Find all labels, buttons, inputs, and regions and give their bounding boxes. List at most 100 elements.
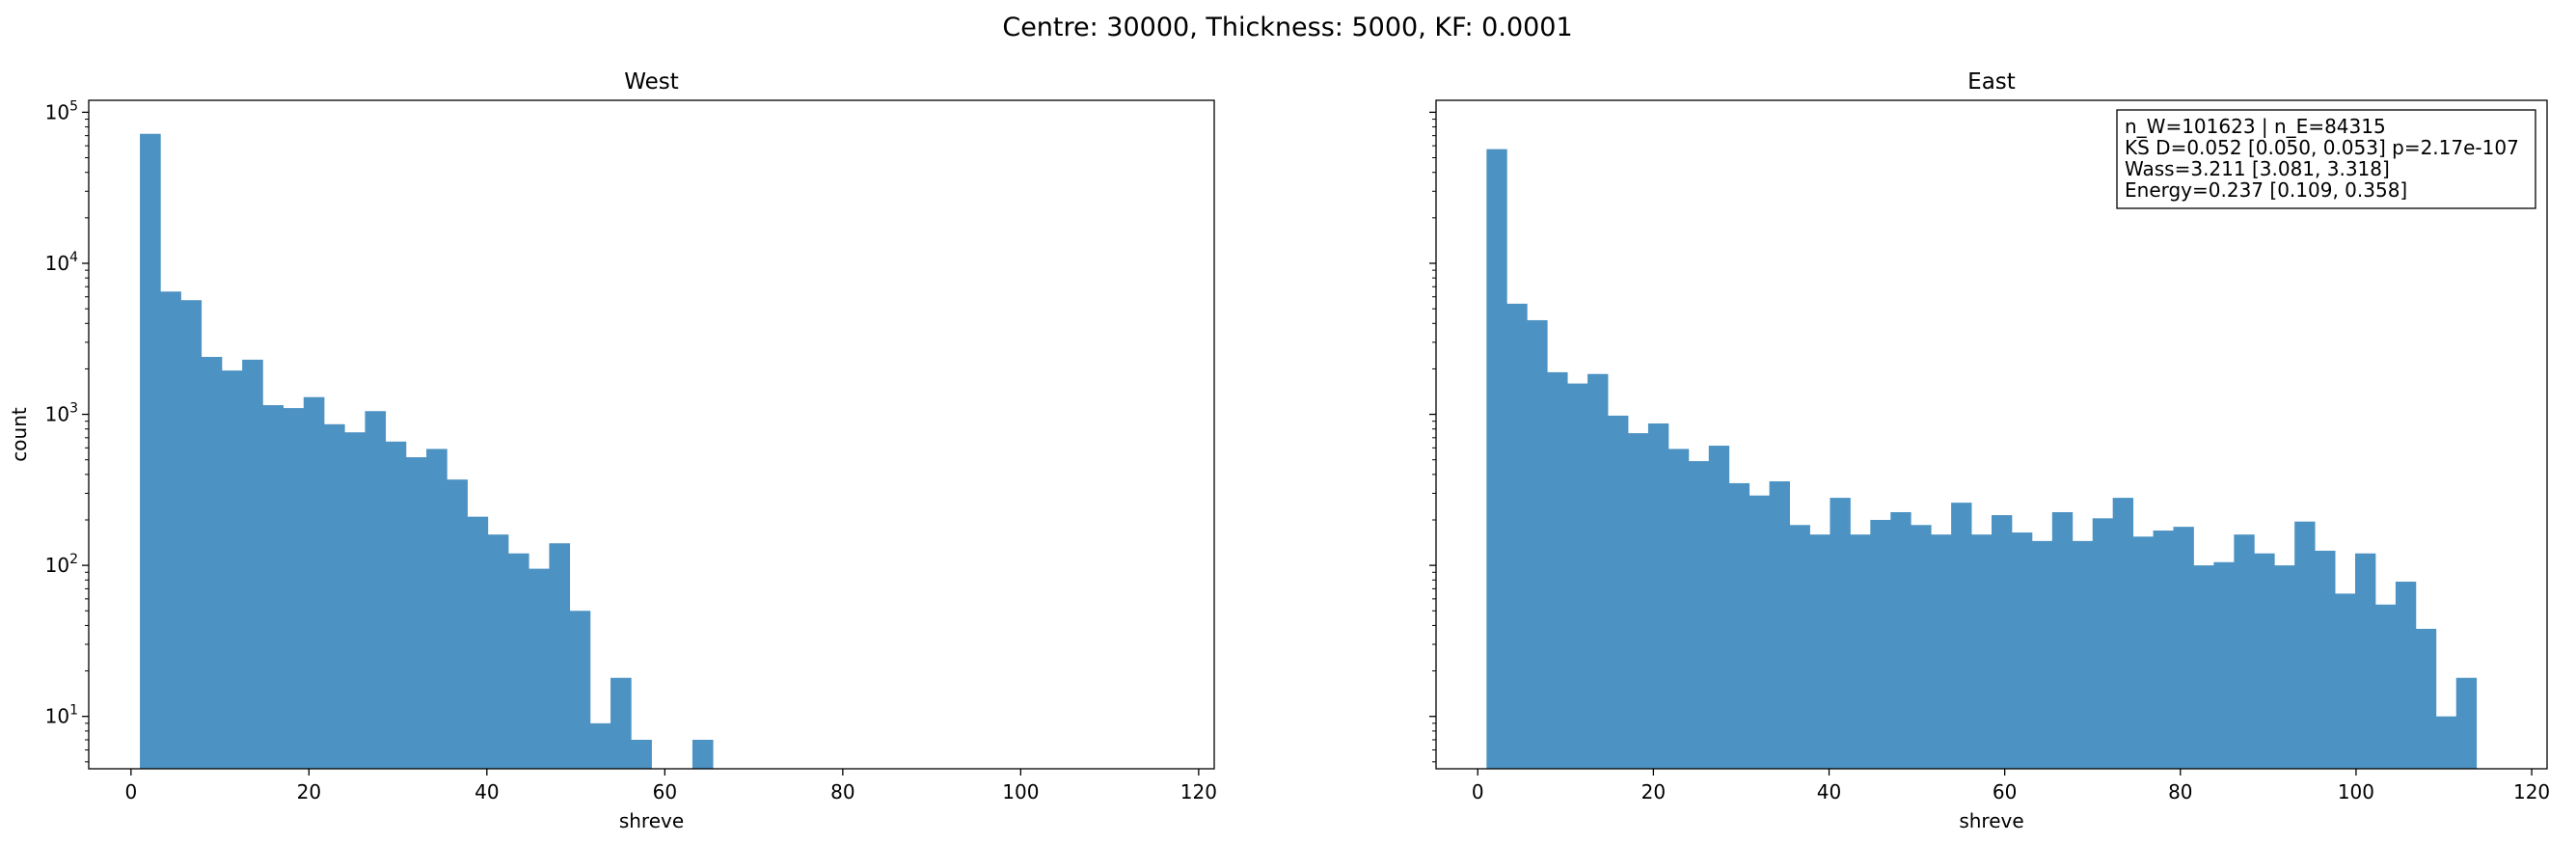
east-stats-box-border (2116, 109, 2536, 209)
histogram-bar (262, 405, 284, 769)
histogram-bar (1789, 525, 1810, 769)
histogram-bar (201, 357, 223, 769)
y-tick-label: 103 (45, 401, 78, 426)
y-tick-label: 104 (45, 250, 78, 275)
y-tick-label: 105 (45, 98, 78, 123)
histogram-bar (1486, 149, 1507, 769)
histogram-bar (1506, 303, 1528, 769)
x-tick-label: 120 (2513, 780, 2550, 803)
east-panel: East 0 20 40 60 80 100 120 shreve n_W=101623 |… (1429, 69, 2550, 832)
x-tick-label: 80 (830, 780, 854, 803)
histogram-bar (2193, 565, 2214, 769)
histogram-bar (324, 423, 345, 769)
east-title: East (1967, 69, 2016, 95)
histogram-bar (1992, 515, 2013, 769)
east-stats-line-energy: Energy=0.237 [0.109, 0.358] (2125, 178, 2407, 202)
x-tick-label: 60 (1993, 780, 2017, 803)
y-tick-label: 102 (45, 552, 78, 577)
histogram-bar (589, 722, 611, 769)
histogram-bar (385, 441, 407, 769)
histogram-bar (405, 457, 427, 769)
histogram-bar (2213, 561, 2235, 769)
histogram-bar (2031, 540, 2053, 769)
histogram-bar (549, 543, 571, 769)
west-x-axis-label: shreve (619, 809, 684, 832)
west-y-axis-label: count (8, 407, 31, 462)
histogram-bar (1971, 534, 1993, 769)
histogram-bar (610, 677, 632, 769)
histogram-bar (507, 553, 529, 769)
histogram-bar (1951, 503, 1972, 769)
histogram-bar (487, 534, 509, 769)
histogram-bar (2374, 604, 2397, 769)
histogram-bar (180, 300, 203, 769)
histogram-bar (2234, 534, 2255, 769)
histogram-bar (2294, 521, 2316, 769)
histogram-bar (691, 739, 714, 769)
x-tick-label: 20 (297, 780, 321, 803)
histogram-bar (2455, 677, 2478, 769)
histogram-bar (2132, 536, 2154, 769)
histogram-bar (221, 370, 243, 769)
x-tick-label: 40 (475, 780, 499, 803)
histogram-bar (140, 133, 161, 770)
west-title: West (624, 69, 679, 95)
east-bars (1486, 149, 2478, 769)
histogram-bar (1850, 534, 1871, 769)
east-stats-line-sample-sizes: n_W=101623 | n_E=84315 (2125, 115, 2386, 138)
west-panel: West 0 20 40 60 80 100 120 101 102 103 104 105 shr… (8, 69, 1217, 832)
histogram-bar (1728, 482, 1750, 769)
histogram-bar (1587, 373, 1609, 769)
histogram-bar (1870, 519, 1891, 769)
histogram-bar (283, 408, 305, 769)
histogram-bar (2395, 582, 2417, 769)
histogram-bar (2092, 518, 2114, 769)
x-tick-label: 0 (124, 780, 137, 803)
histogram-bar (2011, 532, 2033, 769)
east-x-axis-label: shreve (1959, 809, 2023, 832)
histogram-bar (160, 291, 181, 769)
histogram-bar (1567, 383, 1588, 769)
histogram-bar (426, 449, 447, 769)
x-tick-label: 60 (653, 780, 677, 803)
histogram-bar (1809, 534, 1830, 769)
x-tick-label: 0 (1472, 780, 1484, 803)
histogram-bar (2315, 550, 2336, 769)
histogram-bar (529, 568, 550, 769)
x-tick-label: 120 (1180, 780, 1217, 803)
x-tick-label: 80 (2168, 780, 2192, 803)
histogram-bar (1769, 481, 1790, 769)
histogram-bar (1931, 534, 1952, 769)
histogram-bar (303, 396, 325, 769)
histogram-bar (2112, 498, 2134, 769)
histogram-bar (1830, 498, 1851, 769)
east-y-ticks (1429, 111, 1436, 763)
histogram-bar (1647, 423, 1669, 769)
figure-suptitle: Centre: 30000, Thickness: 5000, KF: 0.00… (1002, 13, 1572, 42)
histogram-bar (2415, 628, 2437, 769)
y-tick-label: 101 (45, 703, 78, 728)
histogram-bar (2435, 716, 2457, 769)
east-stats-line-wasserstein: Wass=3.211 [3.081, 3.318] (2125, 157, 2390, 180)
histogram-bar (2254, 553, 2275, 769)
x-tick-label: 100 (1002, 780, 1039, 803)
west-y-ticks: 101 102 103 104 105 (45, 98, 89, 763)
histogram-bar (447, 479, 468, 769)
histogram-bar (2173, 527, 2194, 769)
x-tick-label: 100 (2338, 780, 2374, 803)
histogram-bar (1627, 433, 1649, 769)
histogram-bar (2072, 540, 2094, 769)
histogram-bar (1668, 449, 1690, 769)
histogram-bar (1527, 319, 1548, 769)
histogram-bar (1749, 495, 1770, 769)
east-x-ticks: 0 20 40 60 80 100 120 (1472, 769, 2550, 803)
histogram-bar (2355, 553, 2376, 769)
histogram-bar (344, 432, 366, 769)
histogram-bar (1608, 415, 1629, 769)
histogram-bar (631, 739, 652, 769)
west-x-ticks: 0 20 40 60 80 100 120 (124, 769, 1217, 803)
histogram-bar (1890, 511, 1912, 769)
histogram-bar (467, 516, 489, 769)
east-stats-line-ks: KS D=0.052 [0.050, 0.053] p=2.17e-107 (2125, 136, 2519, 159)
